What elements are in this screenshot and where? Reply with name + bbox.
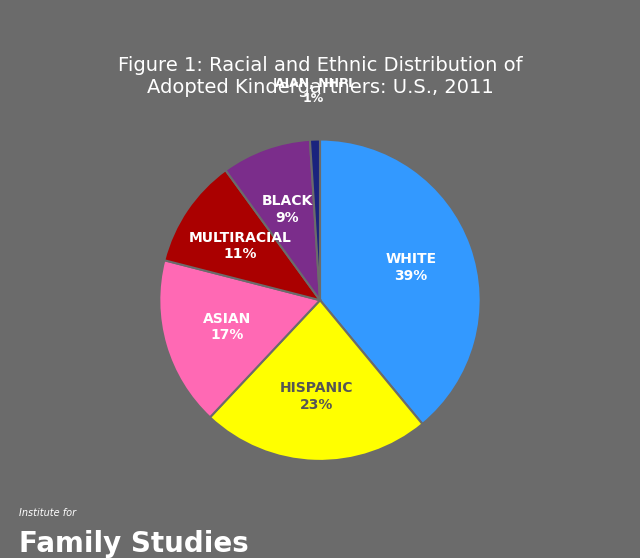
Wedge shape (159, 260, 320, 417)
Wedge shape (310, 140, 320, 300)
Text: Figure 1: Racial and Ethnic Distribution of
Adopted Kindergartners: U.S., 2011: Figure 1: Racial and Ethnic Distribution… (118, 56, 522, 97)
Text: BLACK
9%: BLACK 9% (262, 194, 313, 224)
Text: Institute for: Institute for (19, 508, 76, 518)
Text: ASIAN
17%: ASIAN 17% (204, 312, 252, 342)
Text: MULTIRACIAL
11%: MULTIRACIAL 11% (189, 231, 292, 261)
Text: AIAN, NHPI
1%: AIAN, NHPI 1% (275, 78, 352, 105)
Wedge shape (164, 170, 320, 300)
Wedge shape (225, 140, 320, 300)
Wedge shape (320, 140, 481, 424)
Wedge shape (210, 300, 422, 461)
Text: Family Studies: Family Studies (19, 531, 249, 558)
Text: WHITE
39%: WHITE 39% (385, 252, 436, 283)
Text: HISPANIC
23%: HISPANIC 23% (280, 382, 354, 412)
